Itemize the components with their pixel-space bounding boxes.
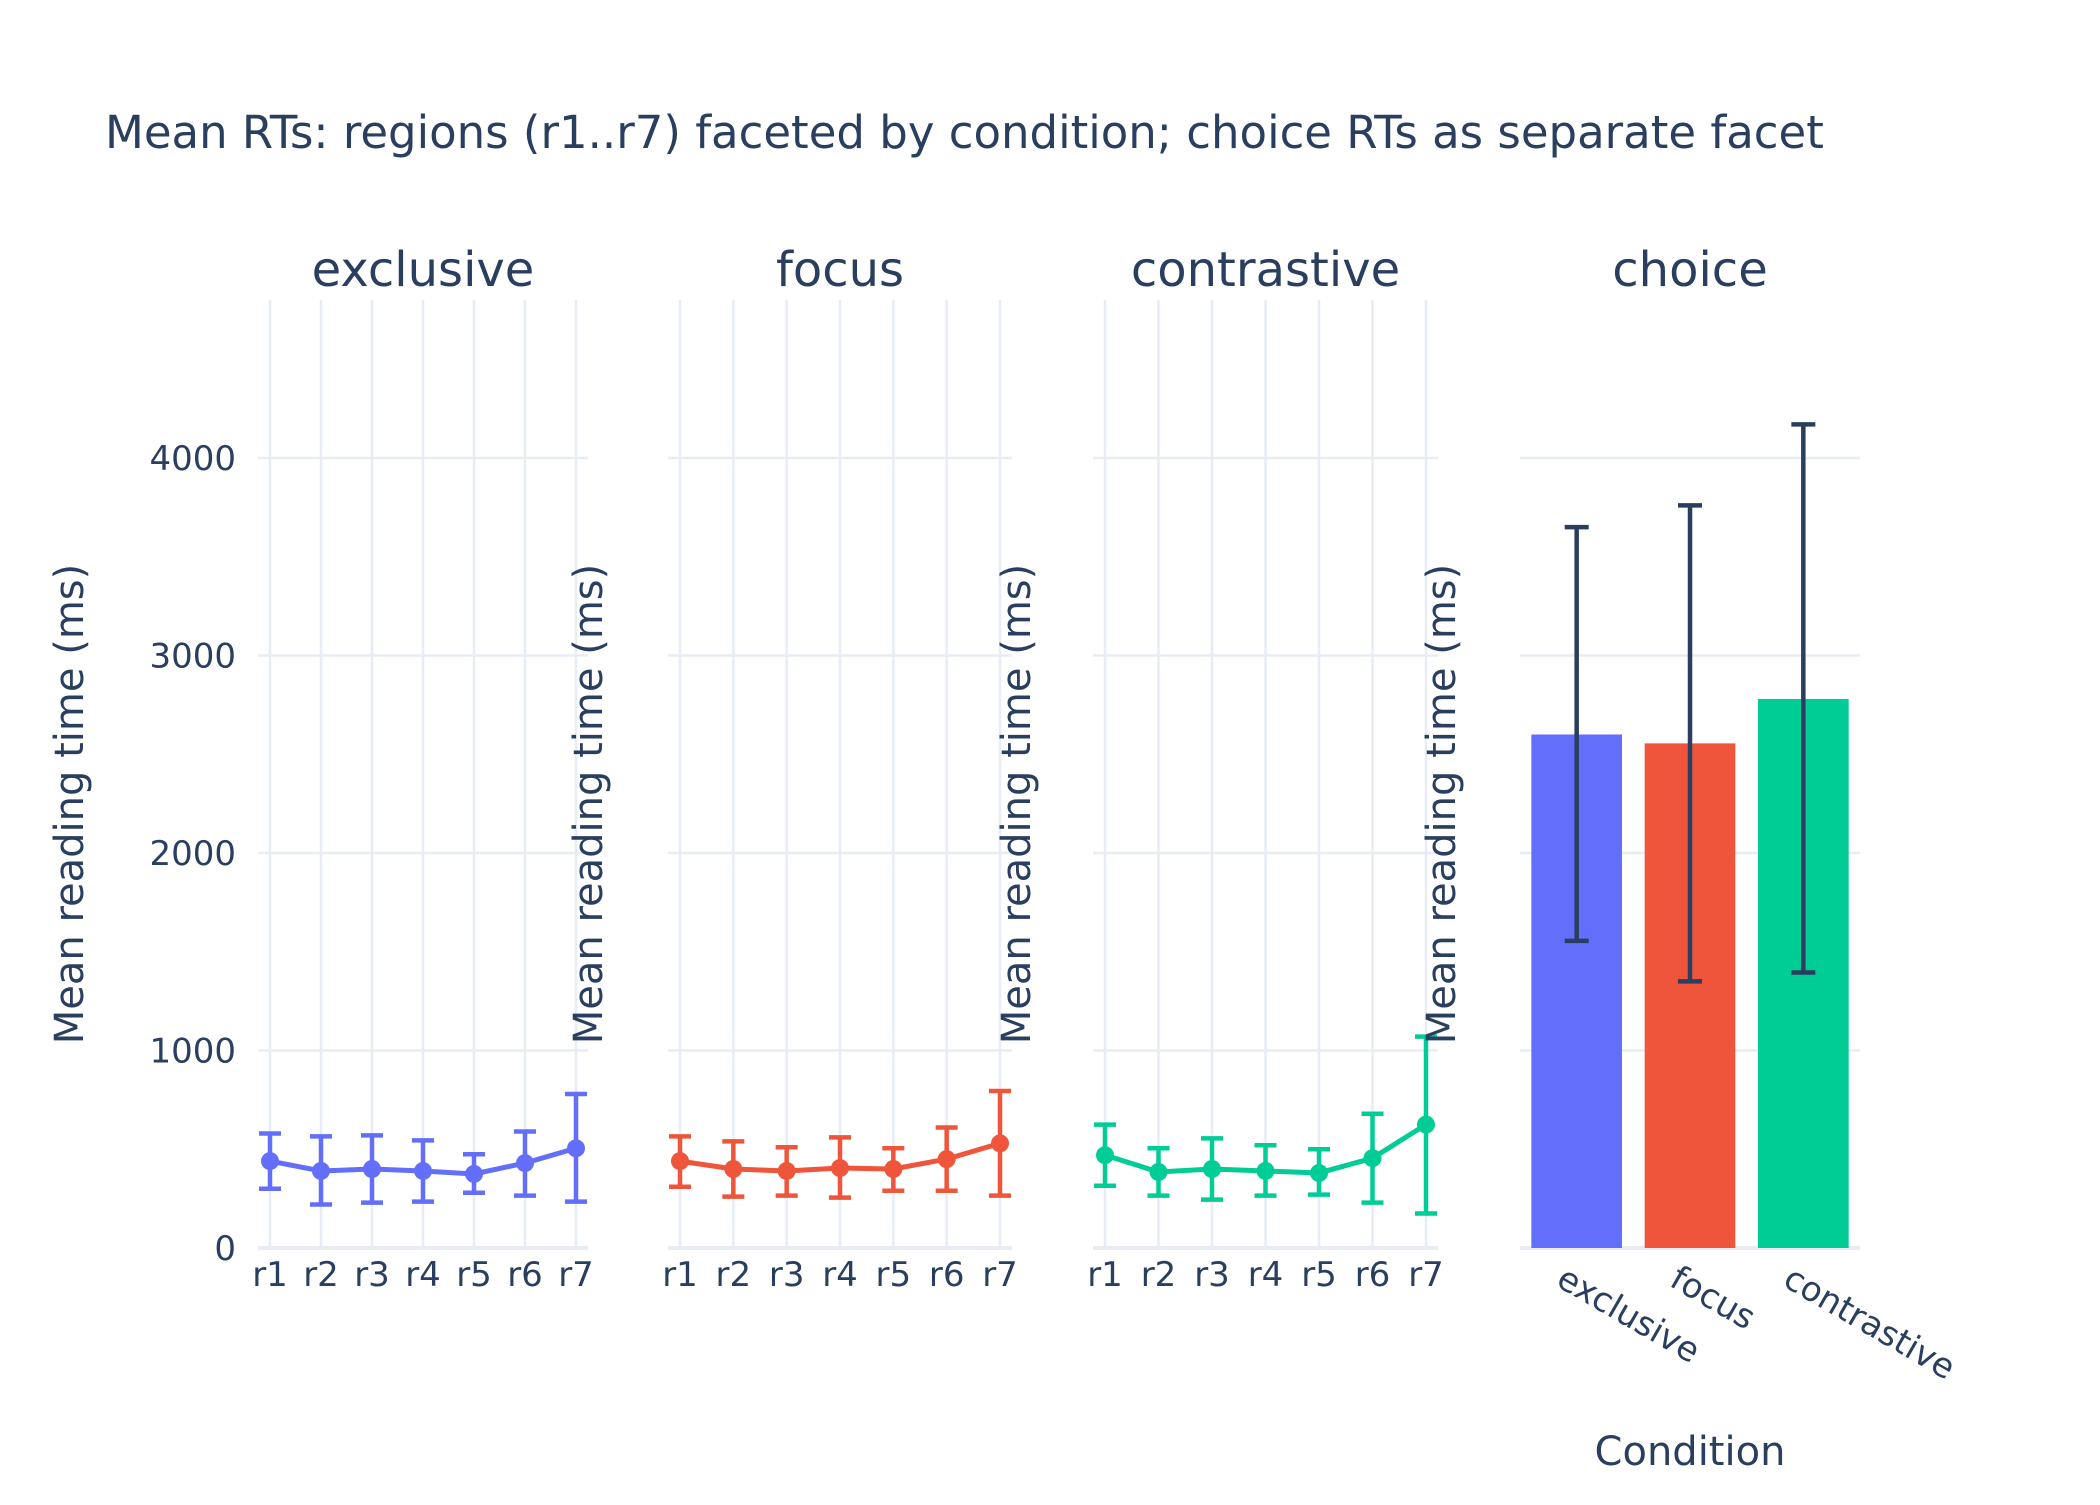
data-point xyxy=(937,1150,956,1169)
y-axis-title: Mean reading time (ms) xyxy=(994,564,1040,1044)
x-tick-label: r5 xyxy=(876,1255,912,1295)
data-point xyxy=(261,1152,279,1171)
x-tick-label: r7 xyxy=(1408,1255,1444,1295)
data-point xyxy=(1203,1160,1221,1178)
x-tick-label: r4 xyxy=(1248,1255,1284,1295)
data-point xyxy=(567,1139,585,1158)
x-tick-label: r6 xyxy=(507,1255,543,1295)
x-tick-label: r6 xyxy=(929,1255,965,1295)
x-tick-label: contrastive xyxy=(1777,1258,1962,1388)
x-tick-label: r4 xyxy=(405,1255,441,1295)
data-point xyxy=(1096,1146,1114,1165)
x-axis-title: Condition xyxy=(1595,1429,1786,1475)
x-tick-label: r1 xyxy=(252,1255,288,1295)
y-tick-label: 4000 xyxy=(149,439,236,479)
y-tick-label: 2000 xyxy=(149,834,236,874)
chart-title: Mean RTs: regions (r1..r7) faceted by co… xyxy=(105,106,1824,159)
y-tick-label: 1000 xyxy=(149,1032,236,1072)
data-point xyxy=(516,1154,534,1173)
data-point xyxy=(1417,1115,1435,1134)
data-point xyxy=(724,1160,743,1178)
x-tick-label: r3 xyxy=(1194,1255,1230,1295)
data-point xyxy=(312,1161,330,1180)
data-point xyxy=(671,1152,689,1171)
facet-title-choice: choice xyxy=(1612,242,1767,298)
data-point xyxy=(1149,1162,1168,1181)
x-tick-label: r5 xyxy=(1301,1255,1337,1295)
y-tick-label: 0 xyxy=(214,1229,236,1269)
y-axis-title: Mean reading time (ms) xyxy=(47,564,93,1044)
data-point xyxy=(884,1160,903,1178)
y-axis-title: Mean reading time (ms) xyxy=(1419,564,1465,1044)
data-point xyxy=(777,1161,796,1180)
facet-title-contrastive: contrastive xyxy=(1131,242,1400,298)
facet-title-exclusive: exclusive xyxy=(312,242,535,298)
data-point xyxy=(465,1164,483,1183)
facet-title-focus: focus xyxy=(776,242,904,298)
data-point xyxy=(1363,1149,1382,1168)
x-tick-label: r7 xyxy=(982,1255,1018,1295)
x-tick-label: r3 xyxy=(354,1255,390,1295)
data-point xyxy=(991,1134,1009,1153)
x-tick-label: r6 xyxy=(1355,1255,1391,1295)
data-point xyxy=(831,1159,849,1178)
x-tick-label: r2 xyxy=(716,1255,752,1295)
data-point xyxy=(414,1161,432,1180)
x-tick-label: r3 xyxy=(769,1255,805,1295)
x-tick-label: r5 xyxy=(456,1255,492,1295)
x-tick-label: r4 xyxy=(822,1255,858,1295)
y-axis-title: Mean reading time (ms) xyxy=(566,564,612,1044)
y-tick-label: 3000 xyxy=(149,637,236,677)
x-tick-label: r2 xyxy=(1141,1255,1177,1295)
data-point xyxy=(1310,1163,1328,1182)
data-point xyxy=(363,1160,381,1178)
x-tick-label: r1 xyxy=(662,1255,698,1295)
x-tick-label: r7 xyxy=(558,1255,594,1295)
x-tick-label: r1 xyxy=(1087,1255,1123,1295)
x-tick-label: r2 xyxy=(303,1255,339,1295)
data-point xyxy=(1256,1161,1275,1180)
